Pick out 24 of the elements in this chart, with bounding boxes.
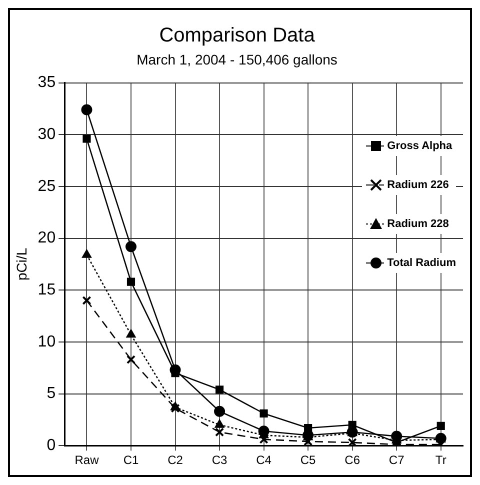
x-tick-label: C6 (344, 453, 360, 468)
x-tick-label: C7 (388, 453, 405, 468)
chart-title: Comparison Data (159, 24, 316, 47)
chart-subtitle: March 1, 2004 - 150,406 gallons (136, 51, 338, 68)
x-tick-label: C5 (300, 453, 316, 468)
x-tick-label: C1 (123, 453, 139, 468)
y-axis-title: pCi/L (13, 248, 30, 281)
y-tick-label: 30 (38, 126, 56, 144)
x-tick-label: C2 (168, 453, 184, 468)
x-tick-label: Tr (435, 453, 446, 468)
y-tick-label: 25 (38, 178, 56, 195)
legend-label: Gross Alpha (387, 140, 452, 152)
y-tick-label: 20 (38, 230, 56, 247)
legend-label: Total Radium (387, 257, 456, 269)
y-tick-label: 15 (38, 282, 56, 299)
x-tick-label: C3 (212, 453, 228, 468)
y-tick-label: 10 (38, 333, 56, 350)
x-tick-label: C4 (256, 453, 272, 468)
legend-label: Radium 226 (387, 179, 449, 191)
x-tick-label: Raw (74, 453, 100, 468)
y-tick-label: 5 (46, 385, 56, 402)
y-tick-label: 35 (38, 74, 56, 92)
legend-label: Radium 228 (387, 218, 449, 230)
y-tick-label: 0 (46, 437, 56, 454)
